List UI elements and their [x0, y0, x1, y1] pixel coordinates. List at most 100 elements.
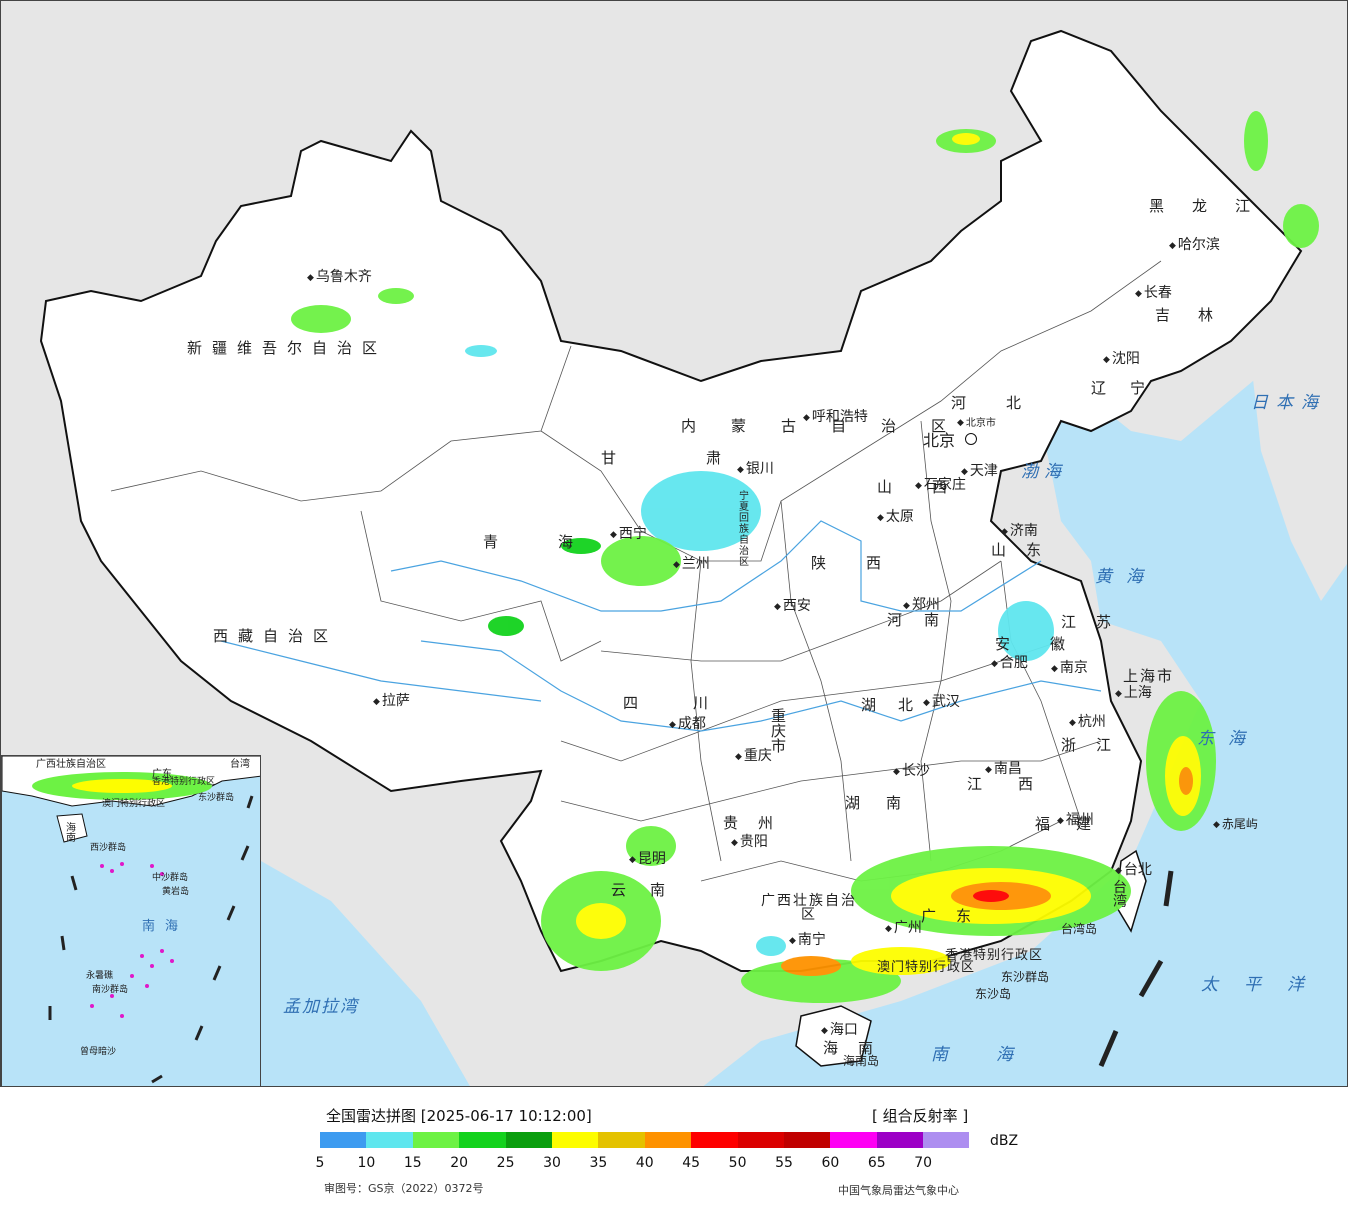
province-label: 上海市 [1123, 667, 1175, 685]
city-label: 济南 [1001, 524, 1038, 538]
color-swatch [830, 1132, 877, 1148]
city-label: 福州 [1057, 813, 1094, 827]
city-label: 台北 [1115, 863, 1152, 877]
city-label: 广州 [885, 921, 922, 935]
inset-label: 广东 [152, 769, 172, 780]
city-label: 郑州 [903, 598, 940, 612]
city-label: 长春 [1135, 286, 1172, 300]
province-label: 海南 [823, 1039, 894, 1057]
province-label: 江苏 [1061, 613, 1132, 631]
province-label: 山西 [877, 478, 988, 496]
province-label: 黑龙江 [1149, 197, 1279, 215]
color-scale [320, 1132, 970, 1148]
sea-label: 渤海 [1021, 462, 1067, 482]
inset-label: 海南 [66, 823, 76, 844]
inset-label: 南海 [142, 919, 189, 934]
sea-label: 南海 [931, 1045, 1061, 1065]
city-label: 沈阳 [1103, 352, 1140, 366]
color-swatch [412, 1132, 460, 1148]
color-swatch [459, 1132, 506, 1148]
province-label: 重庆市 [771, 707, 789, 755]
inset-label: 曾母暗沙 [80, 1047, 117, 1057]
province-label: 内蒙古自治区 [681, 417, 982, 435]
city-label: 太原 [877, 510, 914, 524]
province-label: 云南 [611, 881, 690, 899]
inset-label: 南沙群岛 [92, 985, 129, 995]
color-swatch [551, 1132, 599, 1148]
color-swatch [691, 1132, 738, 1148]
color-swatch [320, 1132, 367, 1148]
province-label: 河南 [887, 611, 962, 629]
inset-canvas [2, 756, 260, 1084]
legend-tick: 50 [728, 1155, 747, 1171]
city-label: 重庆 [735, 749, 772, 763]
province-label: 河北 [951, 394, 1062, 412]
legend-title: 全国雷达拼图 [2025-06-17 10:12:00] [326, 1107, 592, 1125]
province-label: 吉林 [1155, 306, 1242, 324]
color-swatch [737, 1132, 784, 1148]
capital-label: 北京 [923, 431, 956, 450]
city-label: 长沙 [893, 764, 930, 778]
color-swatch [366, 1132, 413, 1148]
city-label: 西宁 [610, 527, 647, 541]
legend-product: [ 组合反射率 ] [872, 1107, 969, 1125]
city-label: 武汉 [923, 695, 960, 709]
city-label: 北京市 [957, 419, 996, 429]
city-label: 上海 [1115, 686, 1152, 700]
legend-tick: 40 [635, 1155, 654, 1171]
city-label: 乌鲁木齐 [307, 270, 372, 284]
color-swatch [876, 1132, 924, 1148]
inset-label: 黄岩岛 [162, 887, 190, 897]
city-label: 杭州 [1069, 715, 1106, 729]
legend-tick: 70 [914, 1155, 933, 1171]
inset-label: 台湾 [230, 759, 250, 770]
province-label: 甘肃 [601, 449, 812, 467]
color-swatch [783, 1132, 831, 1148]
sea-label: 日本海 [1251, 393, 1326, 413]
city-label: 赤尾屿 [1213, 818, 1258, 831]
city-label: 拉萨 [373, 694, 410, 708]
color-swatch [505, 1132, 552, 1148]
data-source: 中国气象局雷达气象中心 [838, 1184, 959, 1197]
legend-tick: 45 [682, 1155, 701, 1171]
province-label: 贵州 [723, 814, 794, 832]
inset-label: 西沙群岛 [90, 843, 127, 853]
city-label: 昆明 [629, 852, 666, 866]
legend-tick: 55 [775, 1155, 793, 1171]
province-label: 香港特别行政区 [945, 948, 1044, 963]
island-label: 海南岛 [843, 1054, 880, 1068]
inset-label: 广西壮族自治区 [36, 759, 106, 770]
legend-tick: 25 [496, 1155, 515, 1171]
city-label: 天津 [961, 464, 998, 478]
legend-tick: 30 [543, 1155, 561, 1171]
province-label: 湖南 [845, 794, 928, 812]
city-label: 海口 [821, 1023, 858, 1037]
province-label: 新疆维吾尔自治区 [187, 339, 388, 357]
legend-tick: 10 [357, 1155, 376, 1171]
legend-tick: 35 [589, 1155, 608, 1171]
legend-unit: dBZ [990, 1133, 1019, 1149]
legend-panel: 全国雷达拼图 [2025-06-17 10:12:00] [ 组合反射率 ] d… [0, 1087, 1349, 1208]
inset-hainan [56, 813, 88, 843]
radar-map: 乌鲁木齐 呼和浩特 北京 天津 石家庄 太原 济南 银川 西宁 兰州 西安 郑州… [0, 0, 1348, 1087]
inset-label: 东沙群岛 [198, 793, 235, 803]
sea-label: 孟加拉湾 [283, 997, 359, 1017]
island-label: 东沙群岛 [1001, 970, 1050, 984]
province-label: 台湾 [1113, 880, 1131, 910]
province-label: 辽宁 [1091, 379, 1170, 397]
capital-marker [965, 433, 977, 445]
legend-tick: 60 [821, 1155, 840, 1171]
inset-boundary [48, 795, 254, 1084]
maritime-boundary [1098, 870, 1174, 1067]
sea-label: 黄海 [1095, 567, 1157, 587]
city-label: 石家庄 [915, 478, 966, 492]
legend-tick: 20 [450, 1155, 469, 1171]
province-label: 四川 [623, 694, 764, 712]
inset-islands [90, 862, 174, 1018]
rivers [220, 520, 1102, 732]
bay-of-bengal [261, 861, 470, 1086]
radar-echoes [291, 111, 1319, 1003]
city-label: 西安 [774, 599, 811, 613]
province-label: 青海 [483, 533, 634, 551]
province-label: 山东 [991, 541, 1062, 559]
